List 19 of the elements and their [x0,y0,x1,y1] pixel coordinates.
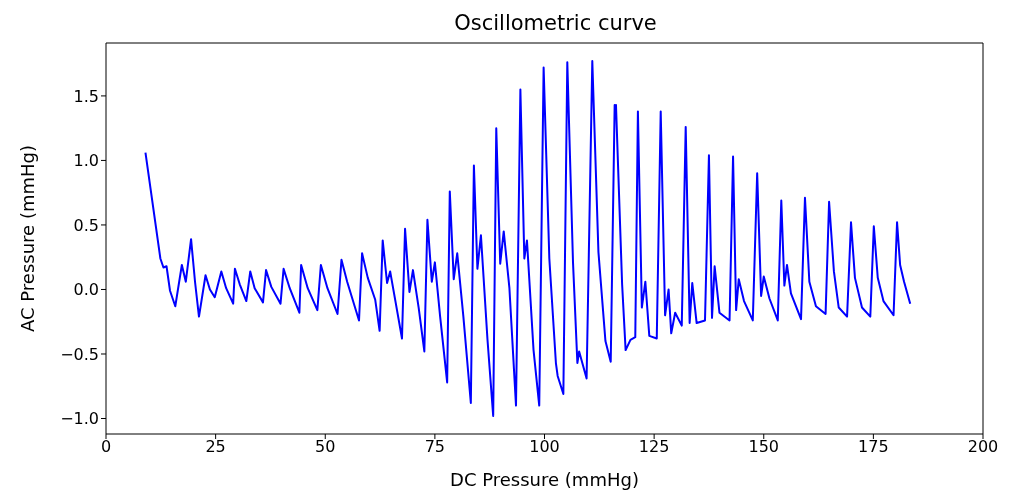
x-tick-label: 175 [858,437,889,457]
x-tick-label: 125 [638,437,670,457]
y-tick-label: 1.5 [73,86,99,106]
x-axis-title: DC Pressure (mmHg) [450,469,639,490]
x-tick-label: 75 [424,437,446,457]
y-tick-label: −0.5 [60,344,99,364]
x-tick-label: 150 [748,437,780,457]
y-tick-label: 0.0 [73,280,99,300]
line-series [144,60,912,417]
y-tick-label: 0.5 [73,215,99,235]
x-tick-label: 100 [529,437,560,457]
x-tick-label: 0 [100,437,112,457]
chart-title: Oscillometric curve [453,10,658,37]
y-axis-title: AC Pressure (mmHg) [17,145,39,332]
y-tick-label: 1.0 [73,151,99,171]
y-tick-label: −1.0 [60,409,99,429]
x-tick-label: 200 [967,437,999,457]
x-tick-label: 25 [205,437,226,457]
x-tick-label: 50 [315,437,336,457]
